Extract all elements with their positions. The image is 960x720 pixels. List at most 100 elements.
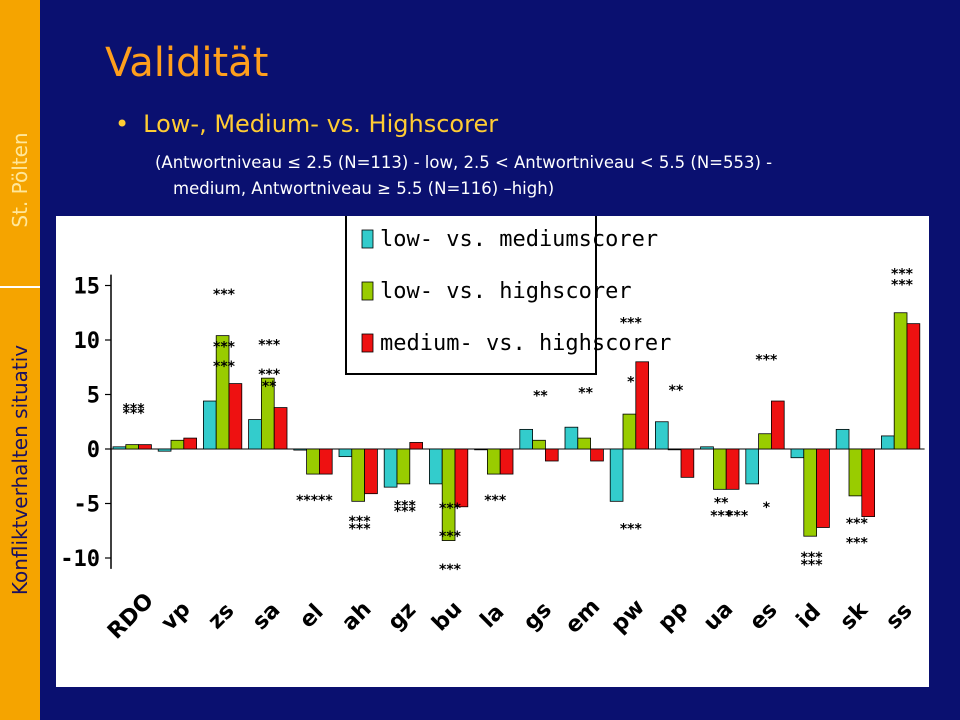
legend-swatch: [361, 281, 374, 301]
y-tick-label: -5: [74, 493, 101, 518]
slide-title: Validität: [105, 40, 269, 86]
significance-label: **: [262, 379, 277, 395]
significance-label: ***: [213, 340, 236, 356]
x-tick-label: gz: [383, 597, 421, 635]
bar: [306, 448, 320, 475]
bar: [183, 437, 198, 450]
legend-label: low- vs. highscorer: [380, 279, 632, 304]
bar: [441, 448, 456, 541]
bar: [848, 448, 863, 497]
bar: [428, 448, 443, 485]
x-tick-label: id: [792, 599, 826, 633]
bar: [893, 312, 908, 450]
significance-label: **: [578, 385, 593, 401]
x-tick-label: sa: [248, 598, 285, 635]
significance-label: ***: [846, 516, 869, 532]
significance-label: ***: [394, 499, 417, 515]
significance-label: ***: [726, 508, 749, 524]
x-tick-label: la: [476, 600, 510, 634]
significance-label: ***: [349, 522, 372, 538]
significance-label: ***: [891, 277, 914, 293]
bar: [112, 446, 127, 450]
bar: [790, 448, 805, 459]
legend-swatch: [361, 333, 374, 353]
x-tick-label: bu: [427, 596, 467, 636]
bar: [170, 439, 185, 450]
bar: [861, 448, 875, 517]
y-tick-label: 5: [87, 384, 100, 409]
legend-box: [345, 216, 597, 375]
x-tick-label: ua: [699, 597, 738, 636]
bar: [338, 448, 353, 458]
bar: [519, 428, 533, 450]
sidebar-location: St. Pölten: [8, 132, 32, 228]
significance-label: *****: [296, 493, 333, 509]
significance-label: ***: [846, 536, 869, 552]
detail-line-2: medium, Antwortniveau ≥ 5.5 (N=116) –hig…: [173, 179, 555, 198]
bar: [318, 448, 333, 475]
significance-label: ***: [394, 504, 417, 520]
significance-label: ***: [258, 337, 281, 353]
sidebar-divider: [0, 286, 40, 288]
bar: [454, 448, 469, 508]
x-tick-label: vp: [157, 597, 196, 636]
x-tick-label: pp: [653, 596, 693, 636]
y-tick-label: 15: [74, 275, 101, 300]
y-tick-label: -10: [60, 547, 100, 572]
bullet-item: • Low-, Medium- vs. Highscorer: [115, 110, 498, 138]
significance-label: ***: [123, 402, 146, 418]
bar: [364, 448, 378, 495]
bar: [803, 448, 817, 537]
bar: [273, 407, 288, 450]
bar: [157, 448, 172, 452]
detail-line-1: (Antwortniveau ≤ 2.5 (N=113) - low, 2.5 …: [155, 153, 773, 172]
significance-label: ***: [801, 550, 824, 566]
x-tick-label: zs: [203, 598, 239, 634]
x-tick-label: sk: [836, 597, 874, 635]
bar: [655, 421, 669, 450]
bar: [544, 448, 559, 462]
sidebar-accent: [0, 0, 40, 720]
y-tick-label: 10: [74, 329, 101, 354]
bar: [577, 437, 591, 450]
bar: [486, 448, 501, 475]
bar: [409, 442, 423, 450]
x-tick-label: RDO: [103, 589, 159, 645]
bar: [248, 419, 262, 450]
x-tick-label: pw: [607, 595, 650, 638]
bar: [474, 448, 488, 451]
significance-label: **: [533, 389, 548, 405]
bar: [609, 448, 624, 502]
significance-label: ***: [439, 562, 462, 578]
legend-swatch: [361, 229, 374, 249]
bar: [228, 383, 243, 450]
bar: [700, 446, 714, 450]
bullet-text: Low-, Medium- vs. Highscorer: [143, 110, 499, 138]
bar: [906, 323, 921, 450]
bar: [635, 361, 649, 450]
significance-label: ***: [620, 316, 643, 332]
x-tick-label: em: [561, 594, 605, 638]
bar: [758, 433, 772, 450]
bar: [351, 448, 365, 502]
legend-label: low- vs. mediumscorer: [380, 227, 658, 252]
significance-label: ***: [213, 359, 236, 375]
significance-label: *: [763, 500, 771, 516]
bar: [816, 448, 830, 528]
bar: [771, 400, 785, 450]
x-tick-label: gs: [519, 597, 557, 635]
chart-panel: 15 10 5 0 -5 -10 RDO vp zs sa el ah gz bu la gs em pw pp ua…: [56, 216, 929, 687]
x-tick-label: ss: [881, 598, 917, 634]
bar: [499, 448, 514, 475]
detail-text: (Antwortniveau ≤ 2.5 (N=113) - low, 2.5 …: [155, 150, 915, 202]
bar: [202, 400, 217, 450]
x-tick-label: es: [745, 598, 782, 635]
significance-label: ***: [258, 367, 281, 383]
bar: [590, 448, 604, 462]
significance-label: ***: [439, 529, 462, 545]
legend-label: medium- vs. highscorer: [380, 331, 671, 356]
bar: [745, 448, 759, 485]
significance-label: ***: [123, 406, 146, 422]
x-tick-label: ah: [337, 597, 376, 636]
bar: [667, 448, 682, 451]
